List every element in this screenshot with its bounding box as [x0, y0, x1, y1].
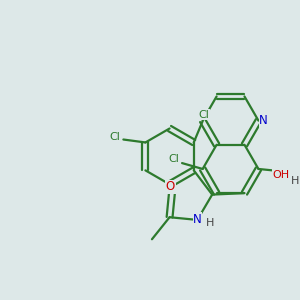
Text: H: H	[291, 176, 299, 186]
Text: Cl: Cl	[109, 132, 120, 142]
Text: Cl: Cl	[168, 154, 179, 164]
Text: OH: OH	[273, 170, 290, 180]
Text: Cl: Cl	[199, 110, 209, 120]
Text: N: N	[260, 114, 268, 127]
Text: O: O	[166, 180, 175, 193]
Text: H: H	[206, 218, 214, 228]
Text: N: N	[193, 213, 202, 226]
